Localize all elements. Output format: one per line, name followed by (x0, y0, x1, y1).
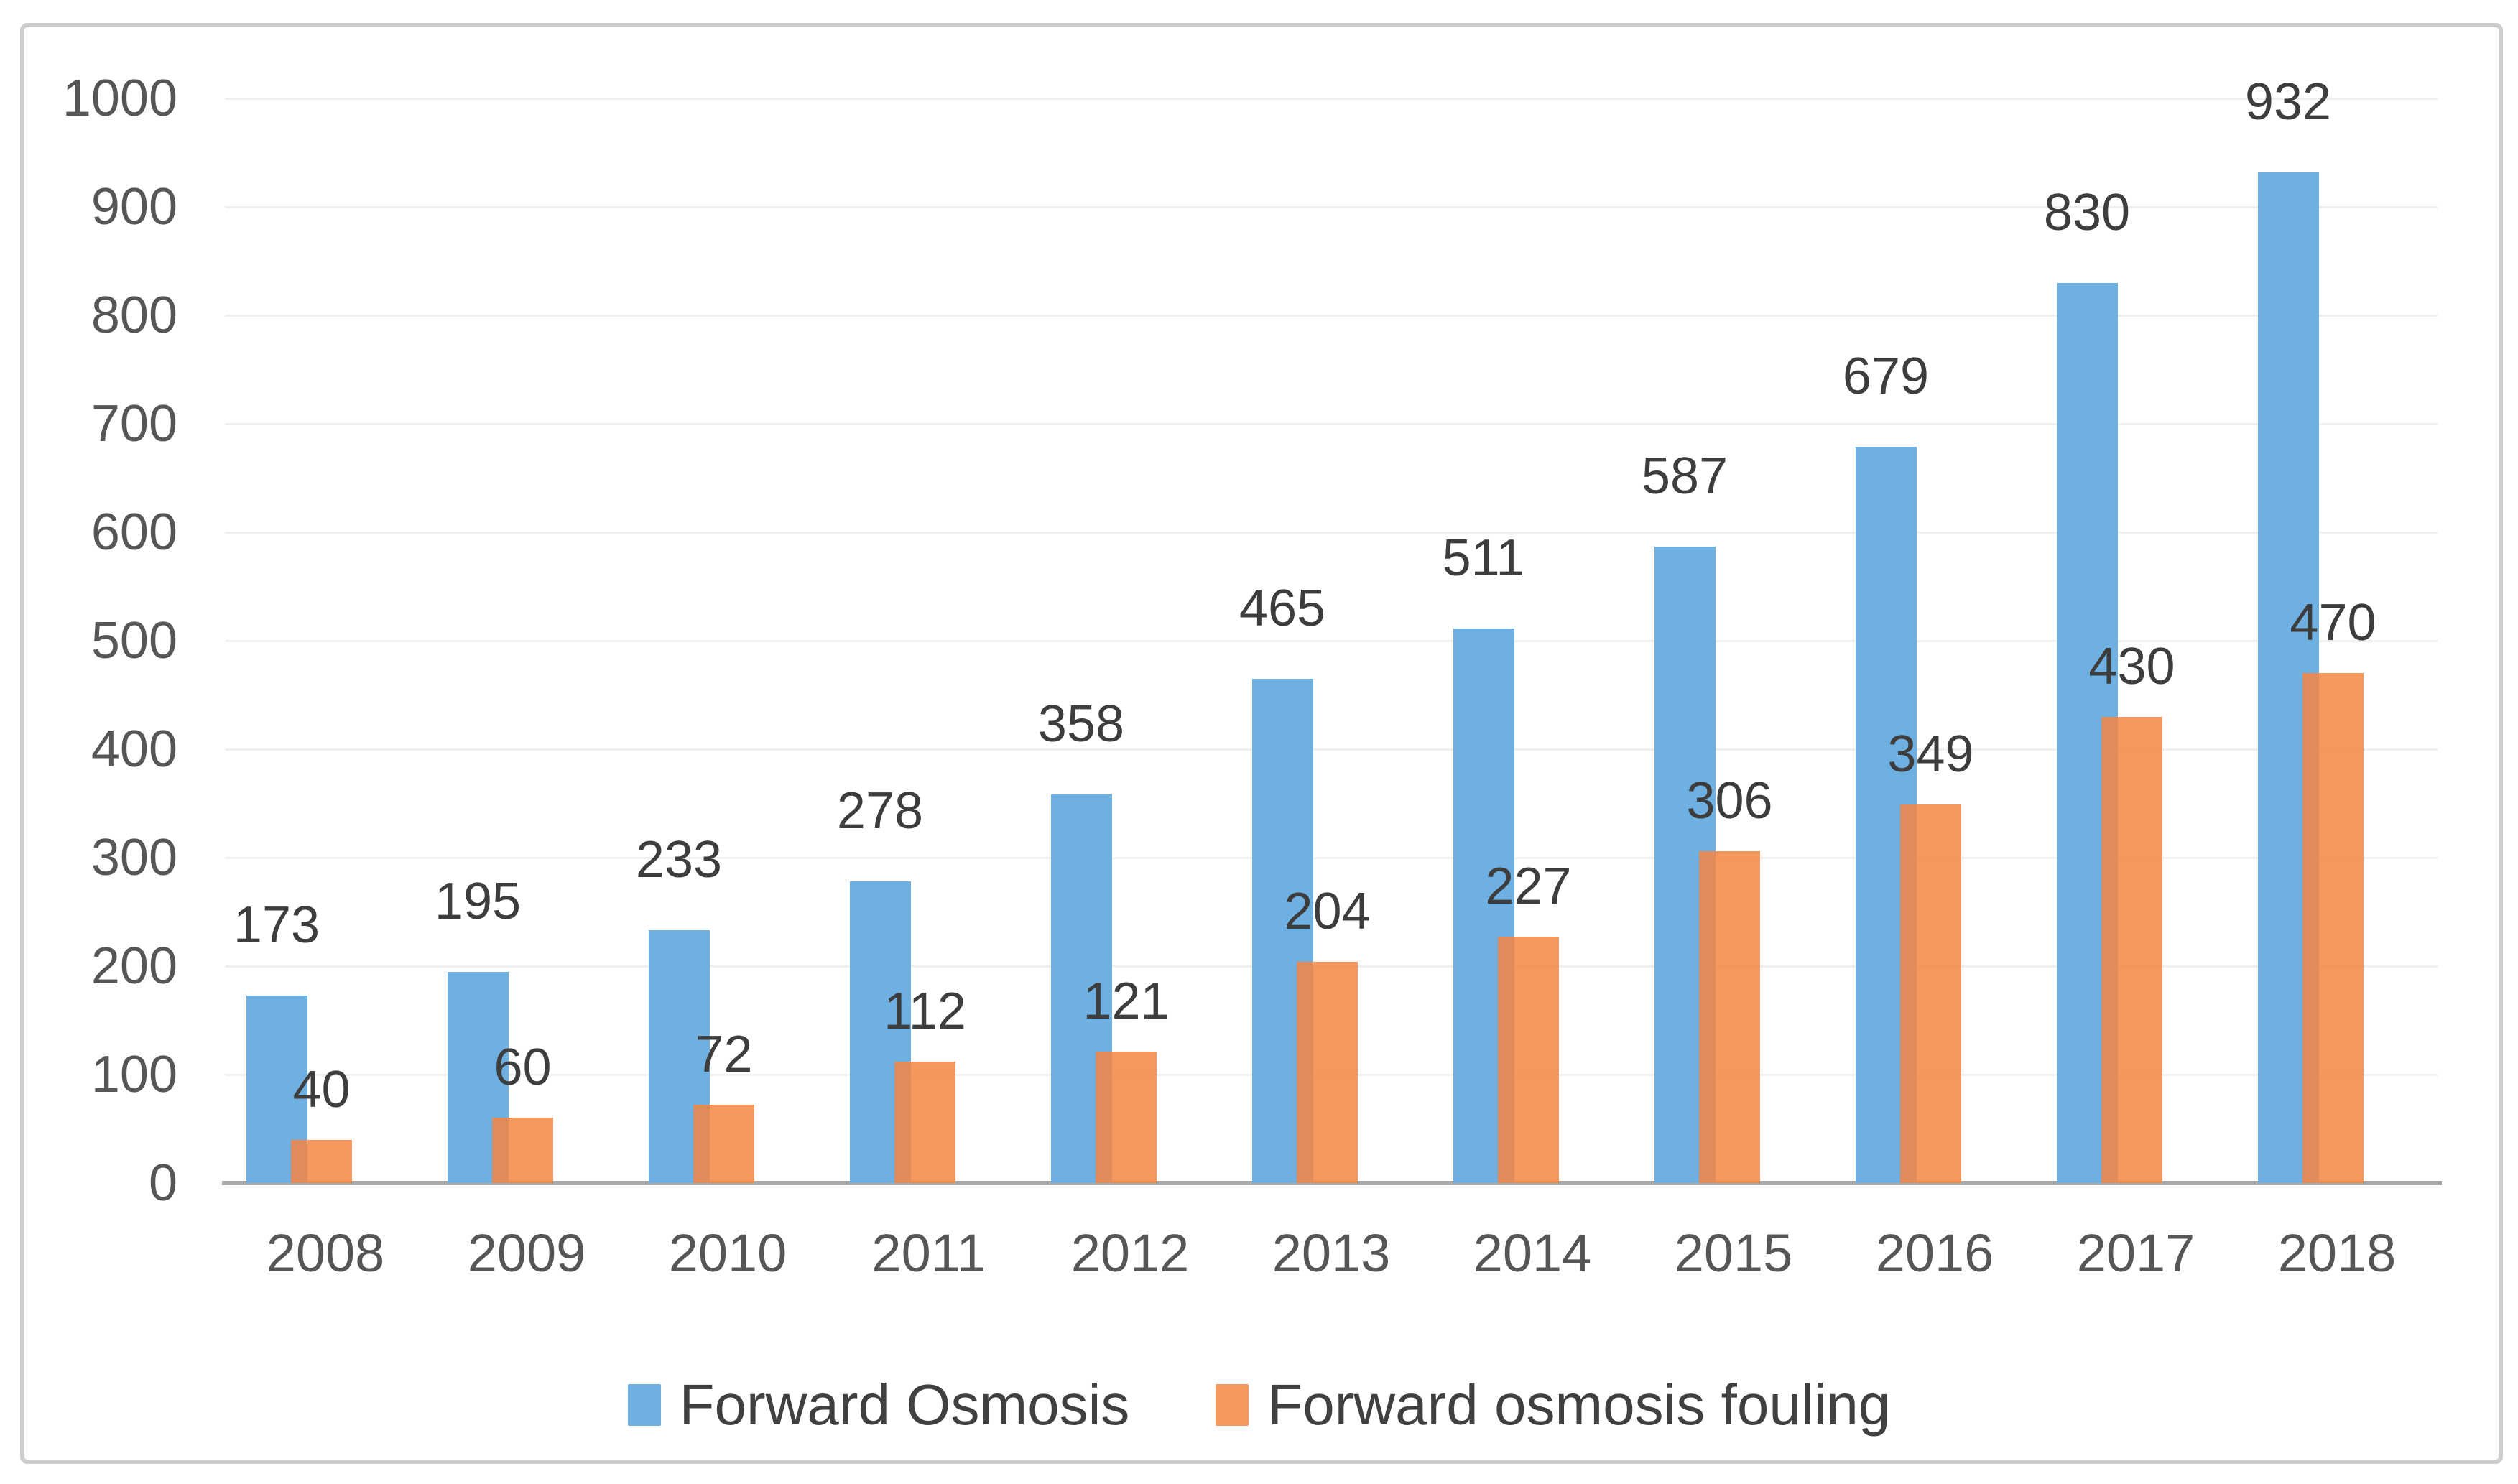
data-label-forward-osmosis-2018: 932 (2244, 73, 2332, 131)
bar-forward-osmosis-fouling-2013 (1297, 962, 1358, 1183)
category-slot-2018: 932 470 (2236, 57, 2438, 1183)
x-tick-label-2016: 2016 (1875, 1223, 1994, 1283)
gridline-700 (225, 423, 2438, 425)
data-label-forward-osmosis-2011: 278 (836, 782, 924, 840)
x-tick-label-2008: 2008 (266, 1223, 385, 1283)
data-label-forward-osmosis-fouling-2012: 121 (1083, 973, 1170, 1030)
y-tick-label-0: 0 (148, 1154, 177, 1212)
data-label-forward-osmosis-fouling-2011: 112 (884, 983, 966, 1040)
data-label-forward-osmosis-2008: 173 (233, 896, 320, 954)
y-tick-label-500: 500 (91, 612, 177, 669)
x-tick-label-2012: 2012 (1070, 1223, 1190, 1283)
y-tick-label-600: 600 (91, 504, 177, 561)
gridline-500 (225, 640, 2438, 642)
y-tick-label-800: 800 (91, 287, 177, 344)
bar-forward-osmosis-fouling-2011 (894, 1062, 955, 1183)
y-tick-label-1000: 1000 (62, 70, 177, 127)
legend-item-forward-osmosis: Forward Osmosis (627, 1371, 1130, 1439)
x-tick-label-2009: 2009 (467, 1223, 586, 1283)
data-label-forward-osmosis-2015: 587 (1641, 447, 1728, 505)
data-label-forward-osmosis-fouling-2014: 227 (1485, 858, 1572, 915)
y-tick-label-400: 400 (91, 720, 177, 778)
data-label-forward-osmosis-fouling-2017: 430 (2088, 638, 2175, 695)
bar-forward-osmosis-fouling-2014 (1498, 937, 1559, 1183)
x-axis-line (222, 1181, 2442, 1185)
bar-forward-osmosis-fouling-2008 (291, 1140, 352, 1183)
data-label-forward-osmosis-2012: 358 (1037, 695, 1125, 753)
category-slot-2016: 679 349 (1834, 332, 2035, 1183)
y-tick-label-300: 300 (91, 829, 177, 886)
x-tick-label-2013: 2013 (1272, 1223, 1391, 1283)
bar-forward-osmosis-fouling-2010 (693, 1105, 754, 1183)
category-slot-2010: 233 72 (627, 815, 828, 1183)
bar-forward-osmosis-fouling-2012 (1096, 1052, 1157, 1183)
legend-label: Forward osmosis fouling (1267, 1373, 1891, 1437)
category-slot-2011: 278 112 (828, 766, 1029, 1183)
data-label-forward-osmosis-fouling-2015: 306 (1686, 772, 1773, 830)
data-label-forward-osmosis-fouling-2013: 204 (1284, 883, 1371, 940)
y-tick-label-700: 700 (91, 395, 177, 453)
category-slot-2015: 587 306 (1633, 432, 1834, 1183)
legend-marker-icon (1216, 1384, 1249, 1426)
bar-forward-osmosis-fouling-2016 (1900, 804, 1961, 1183)
data-label-forward-osmosis-fouling-2018: 470 (2290, 594, 2376, 651)
data-label-forward-osmosis-2013: 465 (1239, 580, 1326, 637)
data-label-forward-osmosis-2017: 830 (2043, 184, 2131, 241)
category-slot-2013: 465 204 (1231, 564, 1432, 1183)
x-tick-label-2011: 2011 (871, 1223, 986, 1283)
data-label-forward-osmosis-fouling-2010: 72 (695, 1026, 753, 1083)
category-slot-2014: 511 227 (1432, 514, 1633, 1183)
gridline-300 (225, 857, 2438, 859)
category-slot-2008: 173 40 (225, 881, 426, 1183)
bar-forward-osmosis-fouling-2009 (492, 1118, 553, 1183)
bar-forward-osmosis-fouling-2015 (1699, 851, 1760, 1183)
legend-item-forward-osmosis-fouling: Forward osmosis fouling (1216, 1371, 1890, 1439)
bar-forward-osmosis-fouling-2017 (2101, 717, 2162, 1183)
category-slot-2017: 830 430 (2035, 168, 2236, 1183)
legend-label: Forward Osmosis (679, 1373, 1130, 1437)
data-label-forward-osmosis-2016: 679 (1842, 348, 1930, 405)
data-label-forward-osmosis-fouling-2009: 60 (494, 1039, 552, 1096)
data-label-forward-osmosis-2014: 511 (1442, 529, 1525, 587)
gridline-800 (225, 315, 2438, 317)
category-slot-2012: 358 121 (1029, 680, 1231, 1183)
legend: Forward Osmosis Forward osmosis fouling (0, 1362, 2518, 1448)
x-tick-label-2010: 2010 (668, 1223, 787, 1283)
data-label-forward-osmosis-2010: 233 (635, 831, 723, 889)
category-slot-2009: 195 60 (426, 857, 627, 1183)
gridline-1000 (225, 98, 2438, 100)
y-tick-label-200: 200 (91, 937, 177, 995)
y-tick-label-900: 900 (91, 178, 177, 236)
gridline-400 (225, 748, 2438, 751)
x-tick-label-2014: 2014 (1473, 1223, 1592, 1283)
bar-forward-osmosis-fouling-2018 (2302, 673, 2364, 1183)
data-label-forward-osmosis-2009: 195 (434, 873, 522, 930)
x-tick-label-2017: 2017 (2076, 1223, 2195, 1283)
gridline-600 (225, 532, 2438, 534)
data-label-forward-osmosis-fouling-2008: 40 (292, 1061, 351, 1118)
gridline-900 (225, 206, 2438, 208)
y-tick-label-100: 100 (91, 1046, 177, 1103)
x-tick-label-2015: 2015 (1674, 1223, 1793, 1283)
legend-marker-icon (627, 1384, 661, 1426)
x-tick-label-2018: 2018 (2277, 1223, 2397, 1283)
data-label-forward-osmosis-fouling-2016: 349 (1887, 725, 1974, 783)
